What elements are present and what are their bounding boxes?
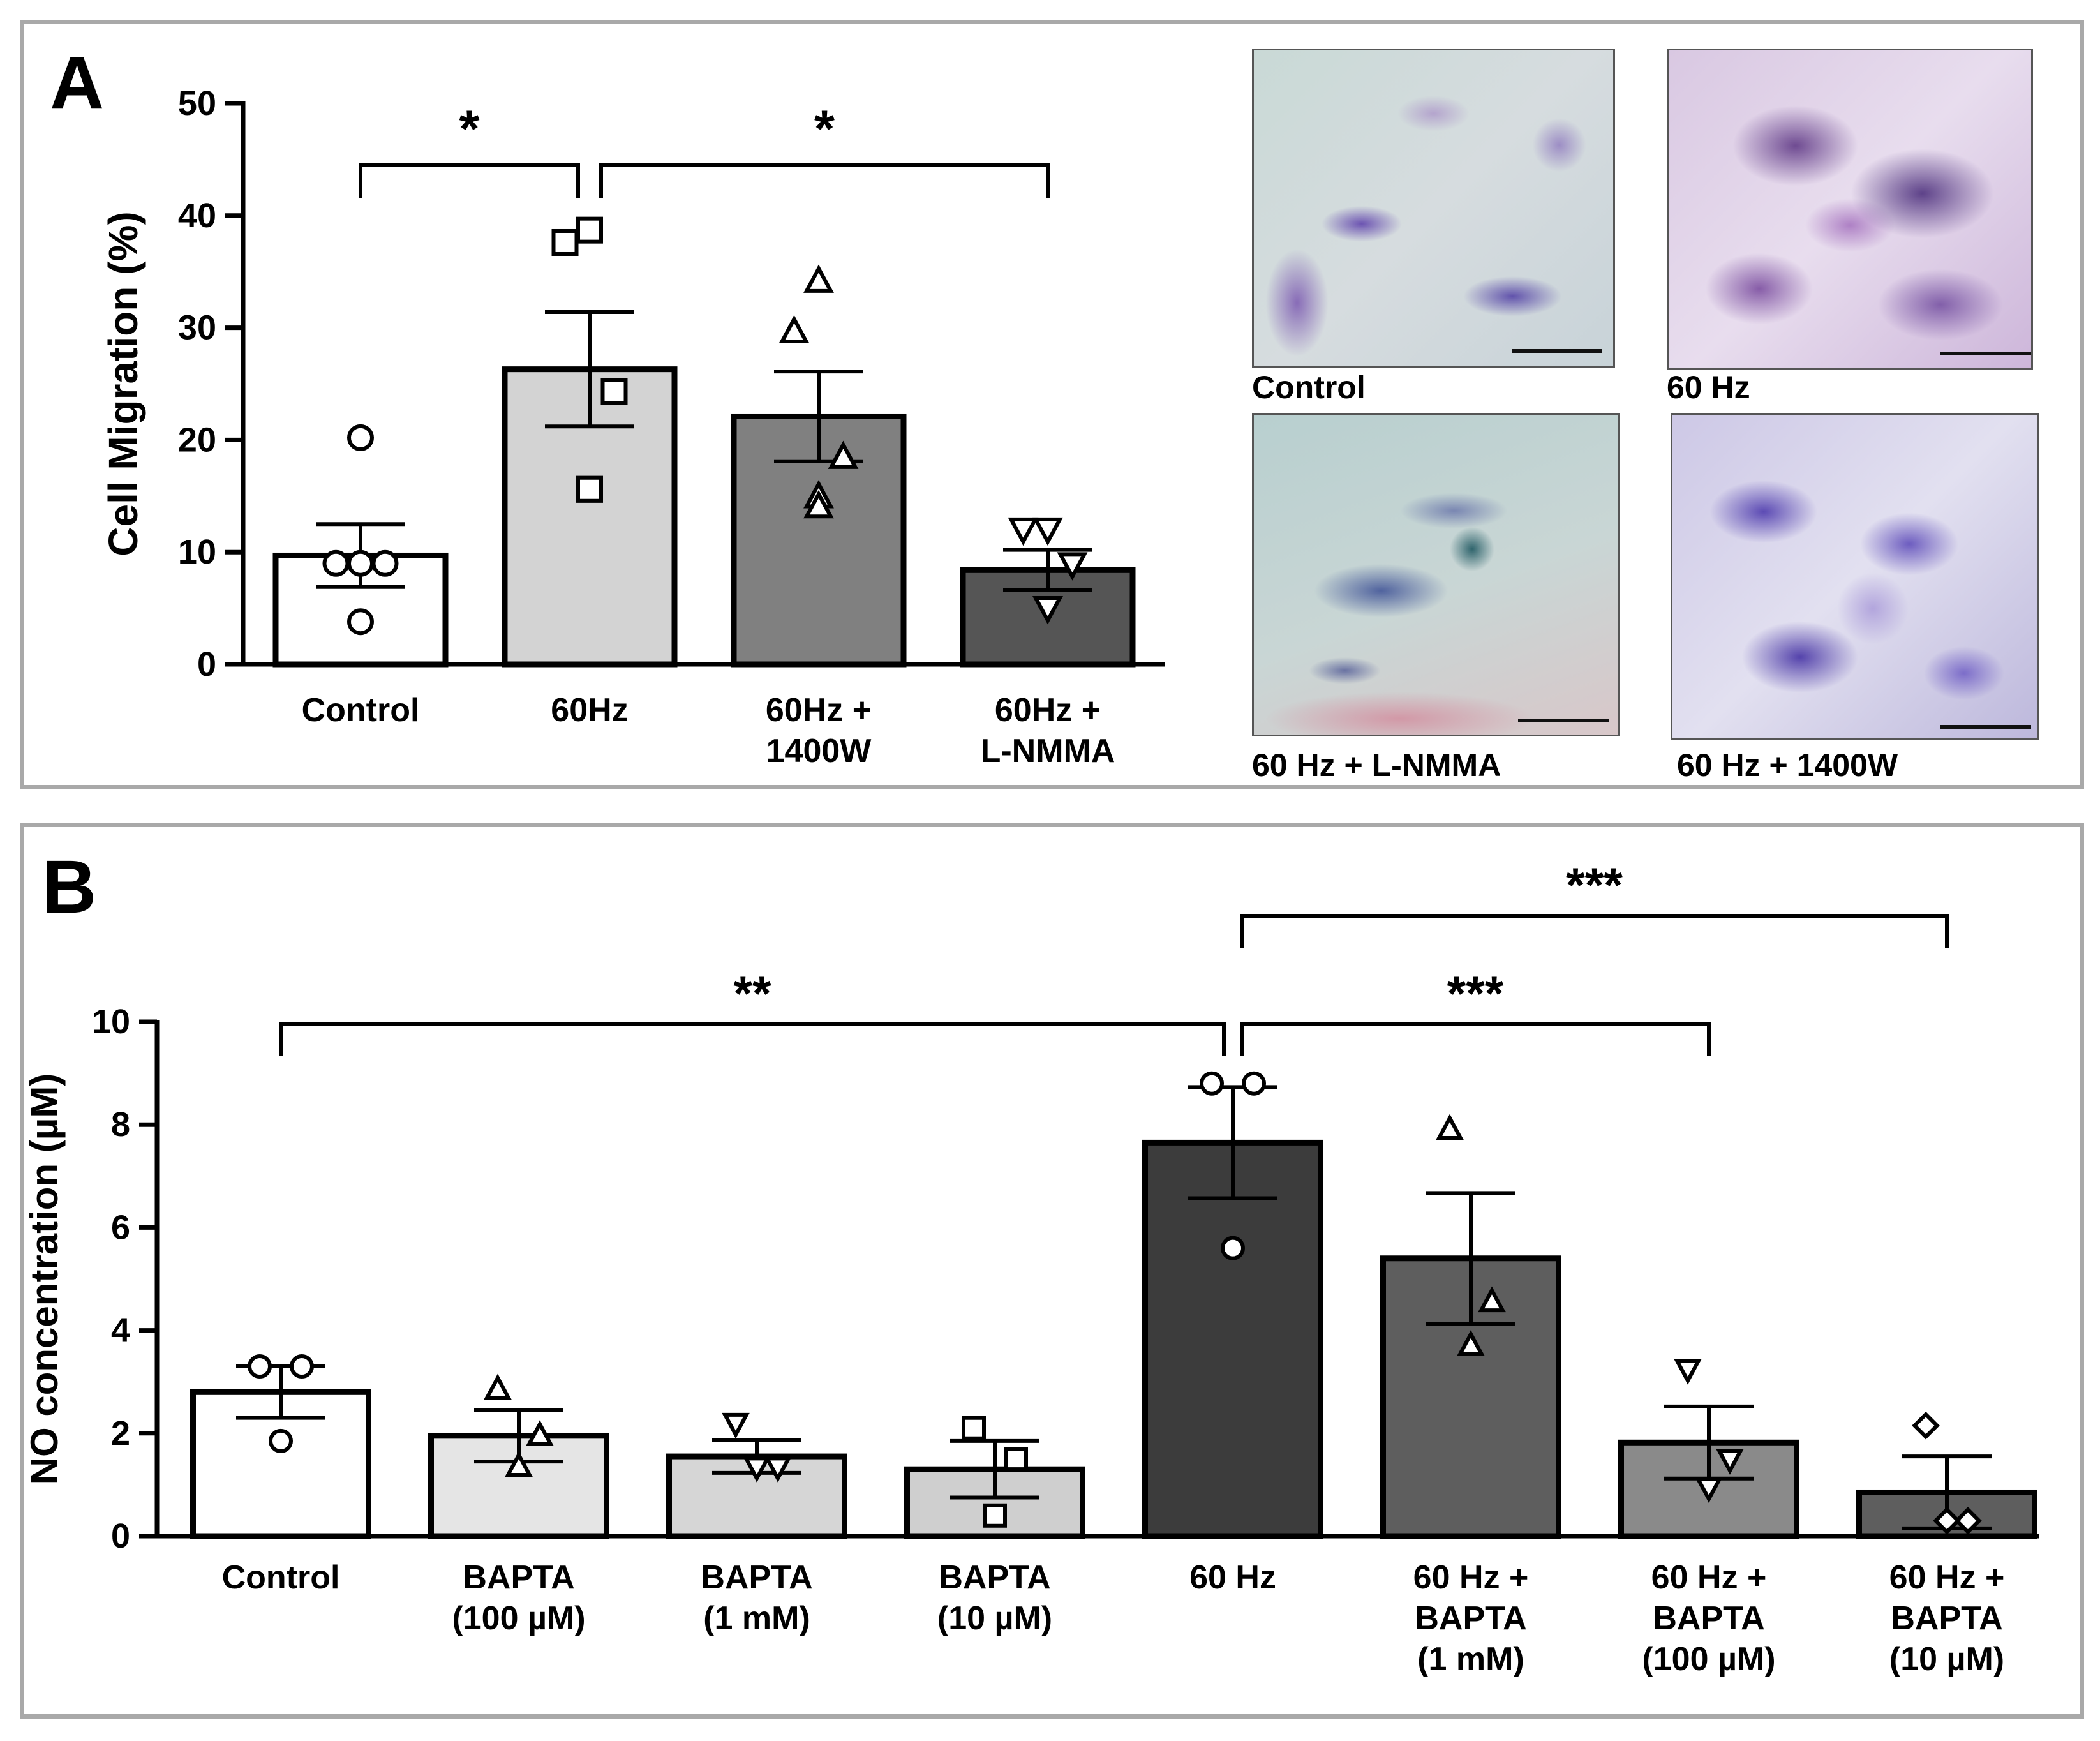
x-tick-label: 60Hz + [995,692,1101,729]
data-point [347,608,374,636]
panel-letter: A [50,41,104,125]
data-point [551,228,579,256]
scale-bar [1940,725,2031,729]
data-point [803,264,834,293]
scale-bar [1940,352,2031,355]
significance-bracket [359,163,580,198]
y-tick-label: 10 [178,533,216,571]
significance-label: * [459,100,480,158]
y-tick-label: 20 [178,421,216,459]
micrograph-control [1252,49,1615,368]
data-point [347,424,374,451]
x-tick-label: 60Hz [551,692,628,729]
data-point [1032,595,1063,625]
scale-bar [1512,349,1602,353]
significance-label: * [814,100,835,158]
data-point [1057,552,1088,581]
y-axis-label: Cell Migration (%) [100,211,146,556]
data-point [322,549,350,577]
x-tick-label: 60Hz + [766,692,872,729]
data-point [803,489,834,519]
micrograph-60hz-1400w [1671,413,2039,740]
data-point [576,475,603,503]
data-point [1008,517,1039,546]
y-tick-label: 0 [197,645,216,684]
x-tick-label: L-NMMA [981,733,1115,770]
data-point [828,440,859,469]
data-point [1032,517,1063,546]
y-tick-label: 50 [178,84,216,123]
data-point [778,315,810,344]
data-point [600,378,628,405]
panel-b [20,823,2084,1719]
micrograph-caption-1400w: 60 Hz + 1400W [1677,747,1898,783]
significance-bracket [599,163,1050,198]
data-point [576,216,603,244]
data-point [371,549,399,577]
micrograph-60hz-lnmma [1252,413,1620,736]
y-tick-label: 30 [178,309,216,347]
micrograph-caption-control: Control [1252,370,1366,405]
micrograph-60hz [1667,49,2033,370]
micrograph-caption-lnmma: 60 Hz + L-NMMA [1252,747,1501,783]
scale-bar [1518,719,1609,722]
y-tick-label: 40 [178,197,216,235]
micrograph-caption-60hz: 60 Hz [1667,370,1750,405]
x-tick-label: Control [302,692,420,729]
data-point [347,549,374,577]
x-tick-label: 1400W [766,733,872,770]
